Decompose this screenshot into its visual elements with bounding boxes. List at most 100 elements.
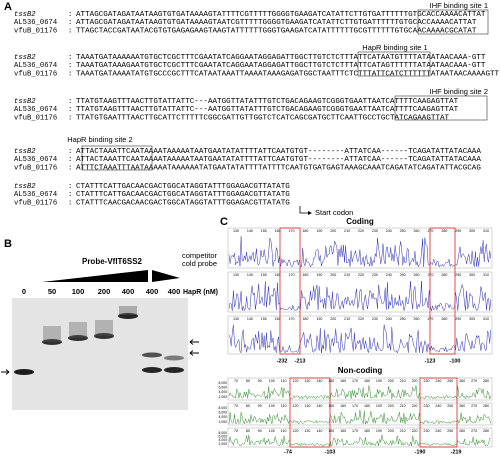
position-label: -219 (450, 449, 461, 455)
y-tick-label: 6,000 (219, 386, 228, 390)
wedge (42, 270, 148, 282)
position-tick: 310 (483, 317, 489, 321)
position-tick: 140 (316, 429, 322, 433)
lane-label: 200 (98, 287, 111, 296)
trace (228, 385, 492, 400)
sequence: TTATGTAAGTTTAACTTGTATTATTC---AATGGTTATAT… (76, 106, 459, 114)
y-tick-label: 6,000 (219, 435, 228, 439)
position-tick: 210 (344, 273, 350, 277)
position-tick: 210 (400, 379, 406, 383)
position-tick: 270 (427, 317, 433, 321)
position-tick: 290 (455, 273, 461, 277)
sequence-name: tssB2 (14, 98, 36, 106)
protected-region (289, 377, 331, 448)
position-tick: 140 (247, 317, 253, 321)
lane-label: 400 (122, 287, 135, 296)
position-tick: 120 (293, 379, 299, 383)
alignment: tssB2: ATTAGCGATAGATAATAAGTGTGATAAAAGTATT… (14, 11, 500, 208)
section-title: Non-coding (338, 366, 383, 375)
position-tick: 150 (328, 429, 334, 433)
position-tick: 140 (316, 404, 322, 408)
position-tick: 190 (316, 273, 322, 277)
position-tick: 240 (386, 317, 392, 321)
position-tick: 130 (304, 429, 310, 433)
sequence: CTATTTCAACGACAACGACTGGCATAGGTATTTGGAGACG… (76, 200, 290, 208)
sequence-name: AL536_0674 (14, 156, 57, 164)
arrow (189, 339, 199, 356)
position-tick: 230 (372, 317, 378, 321)
lane-label: 400 (168, 287, 181, 296)
position-tick: 250 (400, 317, 406, 321)
y-tick-label: 8,000 (219, 381, 228, 385)
position-tick: 150 (328, 404, 334, 408)
position-tick: 250 (447, 429, 453, 433)
protected-region (279, 227, 301, 355)
position-tick: 260 (414, 229, 420, 233)
position-tick: 240 (435, 404, 441, 408)
position-tick: 210 (400, 404, 406, 408)
separator: : (68, 28, 72, 36)
sequence-name: tssB2 (14, 11, 36, 19)
position-tick: 70 (234, 429, 238, 433)
band (164, 367, 184, 373)
position-tick: 200 (388, 404, 394, 408)
position-tick: 100 (269, 404, 275, 408)
position-tick: 170 (289, 229, 295, 233)
position-tick: 180 (364, 429, 370, 433)
position-tick: 70 (234, 379, 238, 383)
position-tick: 160 (275, 317, 281, 321)
protected-region (419, 377, 458, 448)
sequence: ATTAGCGATAGATAATAAGTGTGATAAAAGTATTTTCGTT… (76, 11, 486, 19)
arrow (1, 369, 10, 375)
position-tick: 80 (246, 429, 250, 433)
position-tick: 280 (483, 379, 489, 383)
sequence: ATTAGCGATAGATAATAAGTGTGATAAAAGTAATCGTTTT… (76, 19, 477, 27)
position-tick: 160 (340, 429, 346, 433)
position-tick: 100 (269, 379, 275, 383)
lane-label: 0 (22, 287, 26, 296)
band (164, 355, 184, 361)
position-tick: 310 (483, 273, 489, 277)
protected-region (429, 227, 456, 355)
position-tick: 200 (388, 379, 394, 383)
position-tick: 230 (423, 404, 429, 408)
lane-label: 50 (48, 287, 56, 296)
position-tick: 150 (328, 379, 334, 383)
band (142, 352, 162, 358)
position-tick: 190 (376, 429, 382, 433)
position-tick: 280 (441, 273, 447, 277)
trace-frame (227, 402, 493, 426)
panel-label: B (4, 238, 12, 250)
gel (12, 298, 188, 410)
site-boxes (81, 9, 489, 171)
position-tick: 200 (388, 429, 394, 433)
trace (228, 434, 491, 447)
band (142, 367, 162, 373)
sequence: TAAATGATAAAAAATGTGCTCGCTTTCGAATATCAGGAAT… (76, 54, 486, 62)
position-tick: 130 (233, 317, 239, 321)
position-tick: 190 (316, 229, 322, 233)
band (14, 369, 34, 375)
position-tick: 130 (304, 379, 310, 383)
panel-label: C (220, 216, 228, 228)
y-tick-label: 8,000 (219, 406, 228, 410)
y-tick-label: 4,000 (219, 390, 228, 394)
position-tick: 300 (469, 317, 475, 321)
position-tick: 210 (344, 229, 350, 233)
position-tick: 240 (435, 379, 441, 383)
position-tick: 300 (469, 229, 475, 233)
position-tick: 90 (258, 404, 262, 408)
position-tick: 170 (289, 317, 295, 321)
position-tick: 160 (275, 229, 281, 233)
position-tick: 200 (330, 229, 336, 233)
position-tick: 150 (261, 273, 267, 277)
position-tick: 120 (293, 429, 299, 433)
band (42, 339, 62, 345)
sequence-name: vfuB_01176 (14, 71, 57, 79)
position-label: -103 (324, 449, 335, 455)
band (94, 333, 114, 339)
sequence-name: tssB2 (14, 183, 36, 191)
trace-frame (227, 315, 493, 355)
position-tick: 180 (364, 379, 370, 383)
position-tick: 160 (340, 404, 346, 408)
